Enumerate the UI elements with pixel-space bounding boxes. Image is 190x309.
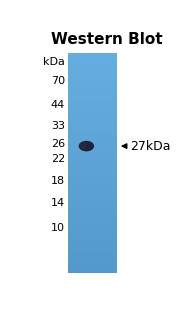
Text: 14: 14 [51,198,65,208]
Text: 22: 22 [51,154,65,164]
Text: 18: 18 [51,176,65,186]
Text: 44: 44 [51,100,65,110]
Text: 10: 10 [51,222,65,232]
Text: 26: 26 [51,139,65,149]
Text: Western Blot: Western Blot [51,32,163,47]
Text: 33: 33 [51,121,65,131]
Text: kDa: kDa [43,57,65,67]
Text: 70: 70 [51,76,65,86]
Text: 27kDa: 27kDa [130,140,170,153]
